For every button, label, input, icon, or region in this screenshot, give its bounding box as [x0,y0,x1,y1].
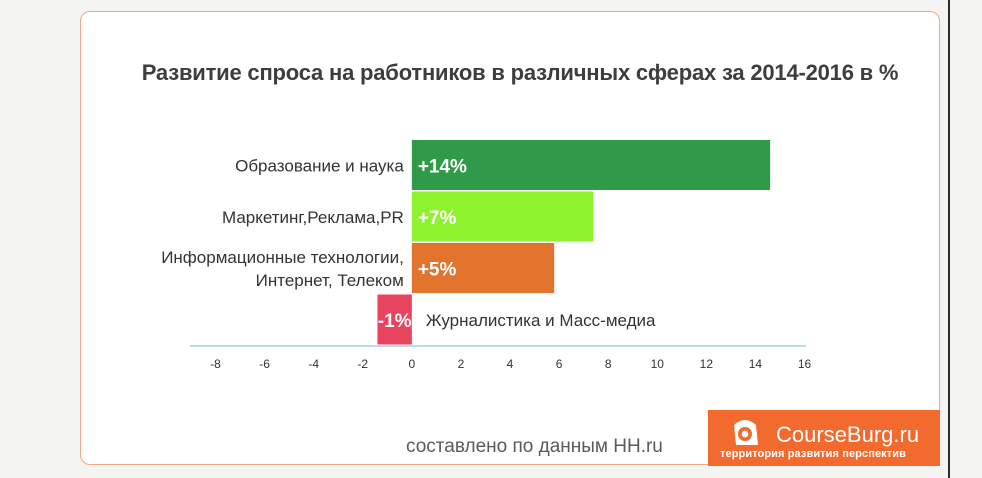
category-label: Маркетинг,Реклама,PR [222,208,404,227]
category-label: Журналистика и Масс-медиа [426,311,656,330]
bar [411,243,555,293]
category-label: Образование и наука [235,157,404,176]
logo-tagline: территория развития перспектив [720,448,906,460]
x-tick-label: 2 [458,357,465,371]
x-tick-label: -6 [259,357,270,371]
category-label: Интернет, Телеком [256,271,404,290]
x-tick-label: -2 [357,357,368,371]
page-edge-rule [948,0,950,478]
x-tick-label: 16 [798,357,812,371]
data-label: +14% [418,157,467,178]
x-tick-label: -4 [308,357,319,371]
chart-title: Развитие спроса на работников в различны… [141,60,899,85]
category-label: Информационные технологии, [161,248,404,267]
x-tick-label: 12 [700,357,714,371]
source-note: составлено по данным HH.ru [406,436,663,457]
x-tick-label: -8 [210,357,221,371]
data-label: +5% [418,260,457,281]
coursebug-logo-icon [734,420,758,445]
bar [411,191,594,242]
bar [377,294,412,345]
x-tick-label: 8 [605,357,612,371]
bar [411,140,771,190]
data-label: +7% [418,208,457,229]
x-tick-label: 4 [507,357,514,371]
x-tick-label: 14 [749,357,763,371]
logo-name: CourseBurg.ru [776,422,920,447]
x-tick-label: 10 [651,357,665,371]
x-tick-label: 0 [408,357,415,371]
x-tick-label: 6 [556,357,563,371]
data-label: -1% [378,311,412,332]
coursebug-logo[interactable]: CourseBurg.ru территория развития перспе… [708,410,940,466]
